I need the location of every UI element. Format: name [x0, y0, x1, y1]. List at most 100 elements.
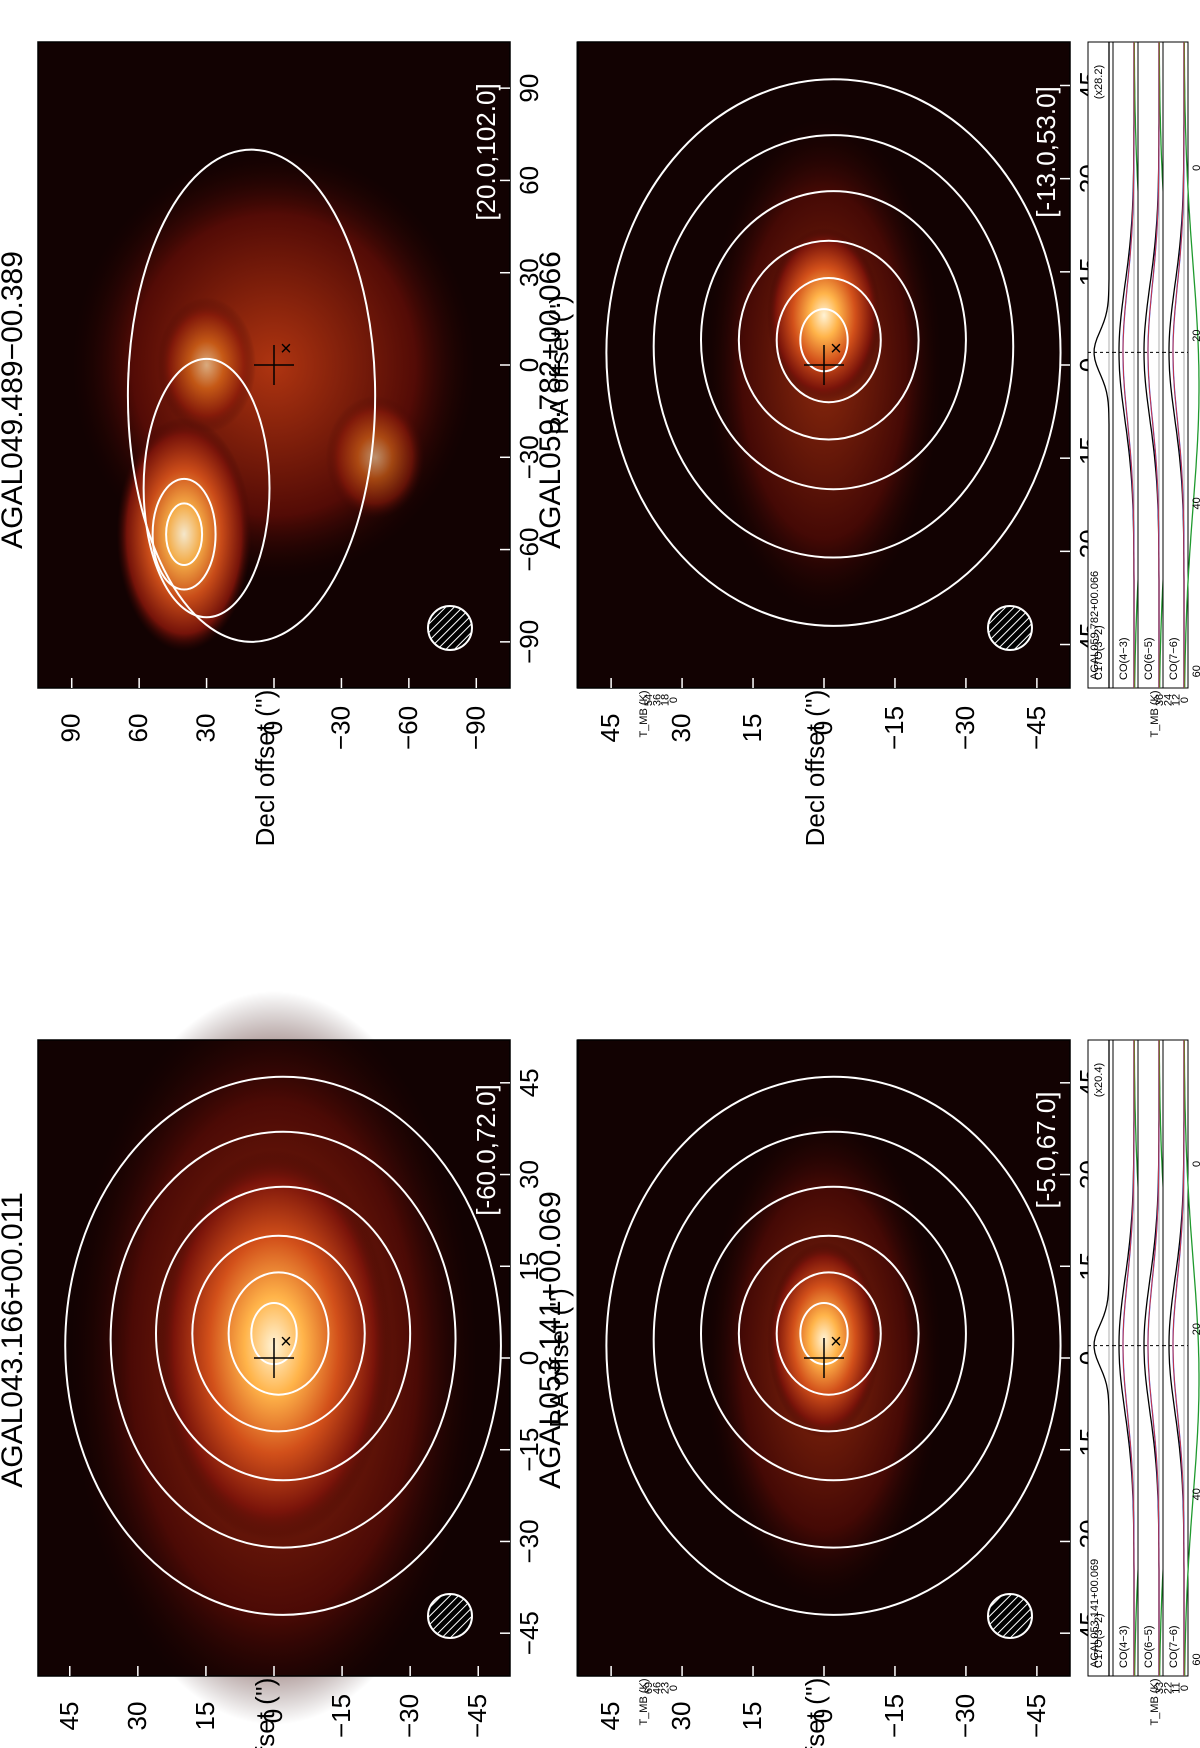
intensity-axis-label: T_MB (K) [1149, 1678, 1161, 1725]
velocity-tick-label: 20 [1191, 330, 1200, 342]
intensity-tick-label: 0 [1179, 1685, 1191, 1691]
beam-icon [987, 605, 1033, 651]
velocity-tick-label: 40 [1191, 1488, 1200, 1500]
map-panel-2: ×[-5.0,67.0]AGAL053.141+00.0694545303015… [534, 1039, 1134, 1748]
spectra-panel-3: C17O(3−2) CO(4−3) CO(6−5) CO(7−6) AGAL059.78… [1087, 41, 1200, 738]
contour [109, 1130, 457, 1549]
velocity-range-label: [-5.0,67.0] [1031, 1091, 1061, 1208]
line-label: CO(6−5) [1143, 638, 1155, 681]
line-label: CO(4−3) [1118, 1626, 1130, 1669]
intensity-tick-label: 0 [668, 697, 680, 703]
fit-total [1172, 42, 1185, 688]
decl-axis-label: Decl offset ('') [250, 1678, 280, 1748]
velocity-range-label: [-13.0,53.0] [1031, 86, 1061, 218]
decl-tick-label: 45 [595, 714, 625, 743]
intensity-tick-label: 12 [1171, 694, 1183, 706]
x-marker: × [830, 338, 842, 360]
decl-tick-label: 0 [808, 1709, 838, 1723]
fit-total [1147, 42, 1160, 688]
emission-blob [767, 228, 881, 403]
decl-tick-label: 0 [258, 1709, 288, 1723]
contour [151, 477, 217, 591]
x-marker: × [830, 1331, 842, 1353]
ra-tick-label: −45 [514, 1611, 544, 1655]
source-title: AGAL059.782+00.066 [534, 251, 567, 549]
decl-tick-label: −45 [1021, 1694, 1051, 1738]
velocity-tick-label: 0 [1191, 165, 1200, 171]
source-title: AGAL049.489−00.389 [0, 251, 29, 549]
decl-axis-label: Decl offset ('') [800, 690, 830, 847]
contour [775, 1271, 882, 1396]
intensity-tick-label: 18 [660, 694, 672, 706]
velocity-tick-label: 60 [1191, 665, 1200, 677]
decl-tick-label: 30 [666, 714, 696, 743]
contour [126, 148, 377, 643]
line-label: CO(7−6) [1168, 638, 1180, 681]
ra-tick-label: 60 [514, 166, 544, 195]
decl-tick-label: 30 [666, 1702, 696, 1731]
decl-tick-label: 45 [595, 1702, 625, 1731]
line-label: C17O(3−2) [1093, 625, 1105, 680]
x-marker: × [280, 1331, 292, 1353]
contour [737, 1234, 920, 1433]
fit-component-2 [1183, 42, 1200, 688]
scale-factor: (x28.2) [1093, 65, 1105, 99]
map-panel-3: ×[-13.0,53.0]AGAL059.782+00.066454530301… [534, 41, 1134, 847]
velocity-tick-label: 40 [1191, 497, 1200, 509]
velocity-tick-label: 60 [1191, 1653, 1200, 1665]
decl-tick-label: 15 [737, 1702, 767, 1731]
decl-tick-label: −60 [393, 706, 423, 750]
ra-tick-label: −30 [514, 1519, 544, 1563]
intensity-axis-label: T_MB (K) [638, 690, 650, 737]
contour [605, 1075, 1062, 1616]
contour [652, 134, 1015, 559]
x-marker: × [280, 338, 292, 360]
decl-tick-label: 45 [54, 1702, 84, 1731]
fit-total [1147, 1040, 1160, 1676]
source-title: AGAL053.141+00.069 [534, 1191, 567, 1489]
line-label: CO(7−6) [1168, 1626, 1180, 1669]
beam-icon [987, 1593, 1033, 1639]
decl-axis-label: Decl offset ('') [250, 690, 280, 847]
contour [605, 78, 1062, 627]
ra-tick-label: 0 [514, 358, 544, 372]
emission-blob [116, 417, 252, 652]
ra-tick-label: −30 [514, 435, 544, 479]
beam-icon [427, 605, 473, 651]
spectrum-data [1093, 42, 1110, 688]
intensity-tick-label: 0 [668, 1685, 680, 1691]
ra-tick-label: 45 [514, 1068, 544, 1097]
contour [700, 190, 967, 491]
decl-tick-label: 30 [122, 1702, 152, 1731]
intensity-tick-label: 33 [1154, 1682, 1166, 1694]
decl-tick-label: 0 [808, 721, 838, 735]
emission-blob [325, 395, 425, 519]
spectra-panel-2: C17O(3−2) CO(4−3) CO(6−5) CO(7−6) AGAL053.14… [1087, 1039, 1200, 1726]
contour [737, 239, 920, 441]
decl-tick-label: −15 [879, 706, 909, 750]
contour [64, 1075, 502, 1616]
intensity-tick-label: 36 [1154, 694, 1166, 706]
intensity-axis-label: T_MB (K) [1149, 690, 1161, 737]
ra-tick-label: 0 [514, 1351, 544, 1365]
intensity-tick-label: 11 [1171, 1682, 1183, 1693]
contour [775, 277, 882, 404]
emission-blob [157, 297, 257, 433]
decl-tick-label: −90 [460, 706, 490, 750]
line-label: C17O(3−2) [1093, 1613, 1105, 1668]
decl-tick-label: 15 [737, 714, 767, 743]
fit-total [1122, 42, 1135, 688]
decl-tick-label: −30 [394, 1694, 424, 1738]
line-label: CO(4−3) [1118, 638, 1130, 681]
beam-icon [427, 1593, 473, 1639]
contour [700, 1185, 967, 1482]
intensity-tick-label: 22 [1162, 1682, 1174, 1694]
spectrum-data [1093, 1040, 1110, 1676]
ra-axis-label: RA offset ('') [544, 295, 574, 435]
spectra-title: AGAL059.782+00.066 [1089, 571, 1101, 680]
ra-tick-label: −90 [514, 620, 544, 664]
decl-tick-label: 0 [258, 721, 288, 735]
decl-tick-label: 90 [56, 714, 86, 743]
ra-tick-label: −15 [514, 1428, 544, 1472]
decl-tick-label: −30 [950, 1694, 980, 1738]
